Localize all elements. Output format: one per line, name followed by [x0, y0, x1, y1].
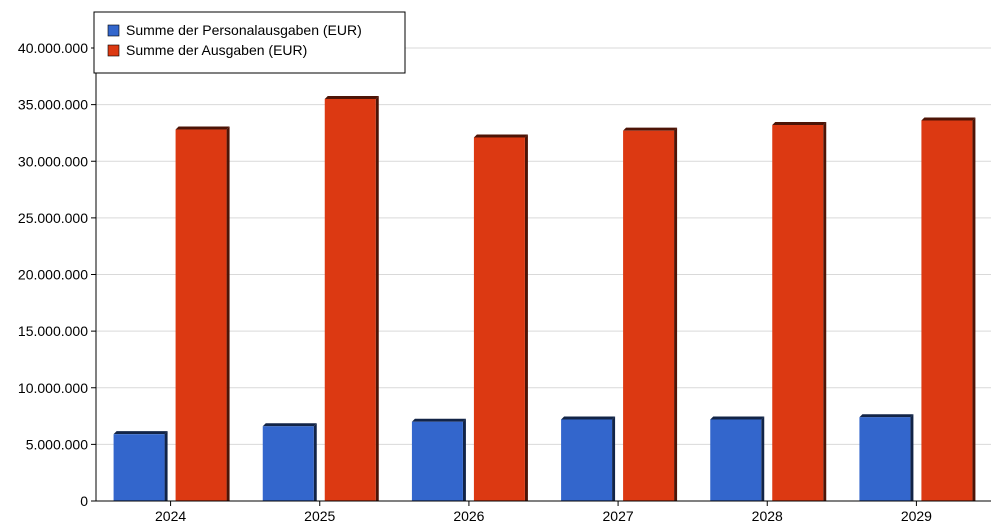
- bar-personalausgaben-2029: [859, 414, 914, 501]
- bar-top: [623, 127, 678, 131]
- bar-side: [164, 431, 168, 501]
- bar-side: [910, 414, 914, 501]
- x-tick-labels: 2024 2025 2026 2027 2028 2029: [155, 508, 932, 522]
- bar-personalausgaben-2027: [561, 416, 616, 501]
- y-tick-label: 35.000.000: [18, 97, 88, 113]
- bar-top: [175, 126, 230, 130]
- legend-swatch-ausgaben: [107, 44, 120, 57]
- bar-side: [972, 117, 976, 501]
- bar-personalausgaben-2028: [710, 416, 765, 501]
- bar-front: [859, 417, 911, 501]
- y-tick-label: 30.000.000: [18, 153, 88, 169]
- bar-top: [561, 416, 616, 420]
- bars: [113, 95, 976, 502]
- legend-box: [93, 11, 406, 74]
- legend-label-personalausgaben: Summe der Personalausgaben (EUR): [126, 22, 362, 38]
- bar-front: [175, 129, 227, 502]
- bar-ausgaben-2027: [623, 127, 678, 502]
- bar-top: [921, 117, 976, 121]
- y-tick-label: 25.000.000: [18, 210, 88, 226]
- x-tick-label: 2026: [453, 508, 484, 522]
- bar-side: [313, 423, 317, 501]
- y-tick-labels: 0 5.000.000 10.000.000 15.000.000 20.000.000…: [18, 40, 88, 509]
- bar-front: [772, 125, 824, 501]
- bar-side: [375, 95, 379, 502]
- bar-ausgaben-2028: [772, 122, 827, 501]
- y-tick-label: 0: [80, 493, 88, 509]
- bar-top: [473, 134, 528, 138]
- bar-top: [859, 414, 914, 418]
- legend-swatch-personalausgaben: [107, 24, 120, 37]
- bar-front: [921, 120, 973, 501]
- y-tick-label: 10.000.000: [18, 380, 88, 396]
- y-tick-label: 40.000.000: [18, 40, 88, 56]
- bar-front: [561, 419, 613, 501]
- bar-side: [612, 416, 616, 501]
- bar-personalausgaben-2024: [113, 431, 168, 501]
- legend-label-ausgaben: Summe der Ausgaben (EUR): [126, 42, 307, 58]
- bar-top: [772, 122, 827, 126]
- bar-front: [324, 98, 376, 502]
- bar-side: [761, 416, 765, 501]
- axes: [91, 38, 991, 506]
- bar-ausgaben-2024: [175, 126, 230, 502]
- bar-top: [113, 431, 168, 435]
- bar-side: [226, 126, 230, 501]
- bar-front: [411, 421, 463, 501]
- bar-front: [710, 419, 762, 501]
- bar-side: [524, 134, 528, 501]
- bar-side: [823, 122, 827, 501]
- gridlines: [96, 47, 991, 445]
- legend: Summe der Personalausgaben (EUR) Summe d…: [93, 11, 406, 74]
- x-tick-label: 2029: [901, 508, 932, 522]
- bar-ausgaben-2029: [921, 117, 976, 501]
- bar-front: [113, 434, 165, 501]
- bar-front: [262, 426, 314, 501]
- x-tick-label: 2024: [155, 508, 186, 522]
- bar-side: [674, 127, 678, 502]
- bar-ausgaben-2026: [473, 134, 528, 501]
- y-tick-label: 20.000.000: [18, 267, 88, 283]
- bar-front: [473, 137, 525, 501]
- x-tick-label: 2028: [752, 508, 783, 522]
- bar-personalausgaben-2025: [262, 423, 317, 501]
- y-tick-label: 15.000.000: [18, 323, 88, 339]
- y-tick-label: 5.000.000: [26, 436, 88, 452]
- bar-ausgaben-2025: [324, 95, 379, 502]
- bar-side: [462, 418, 466, 501]
- x-tick-label: 2027: [603, 508, 634, 522]
- bar-front: [623, 130, 675, 502]
- x-tick-label: 2025: [304, 508, 335, 522]
- bar-top: [262, 423, 317, 427]
- bar-top: [710, 416, 765, 420]
- bar-personalausgaben-2026: [411, 418, 466, 501]
- bar-top: [324, 95, 379, 99]
- bar-top: [411, 418, 466, 422]
